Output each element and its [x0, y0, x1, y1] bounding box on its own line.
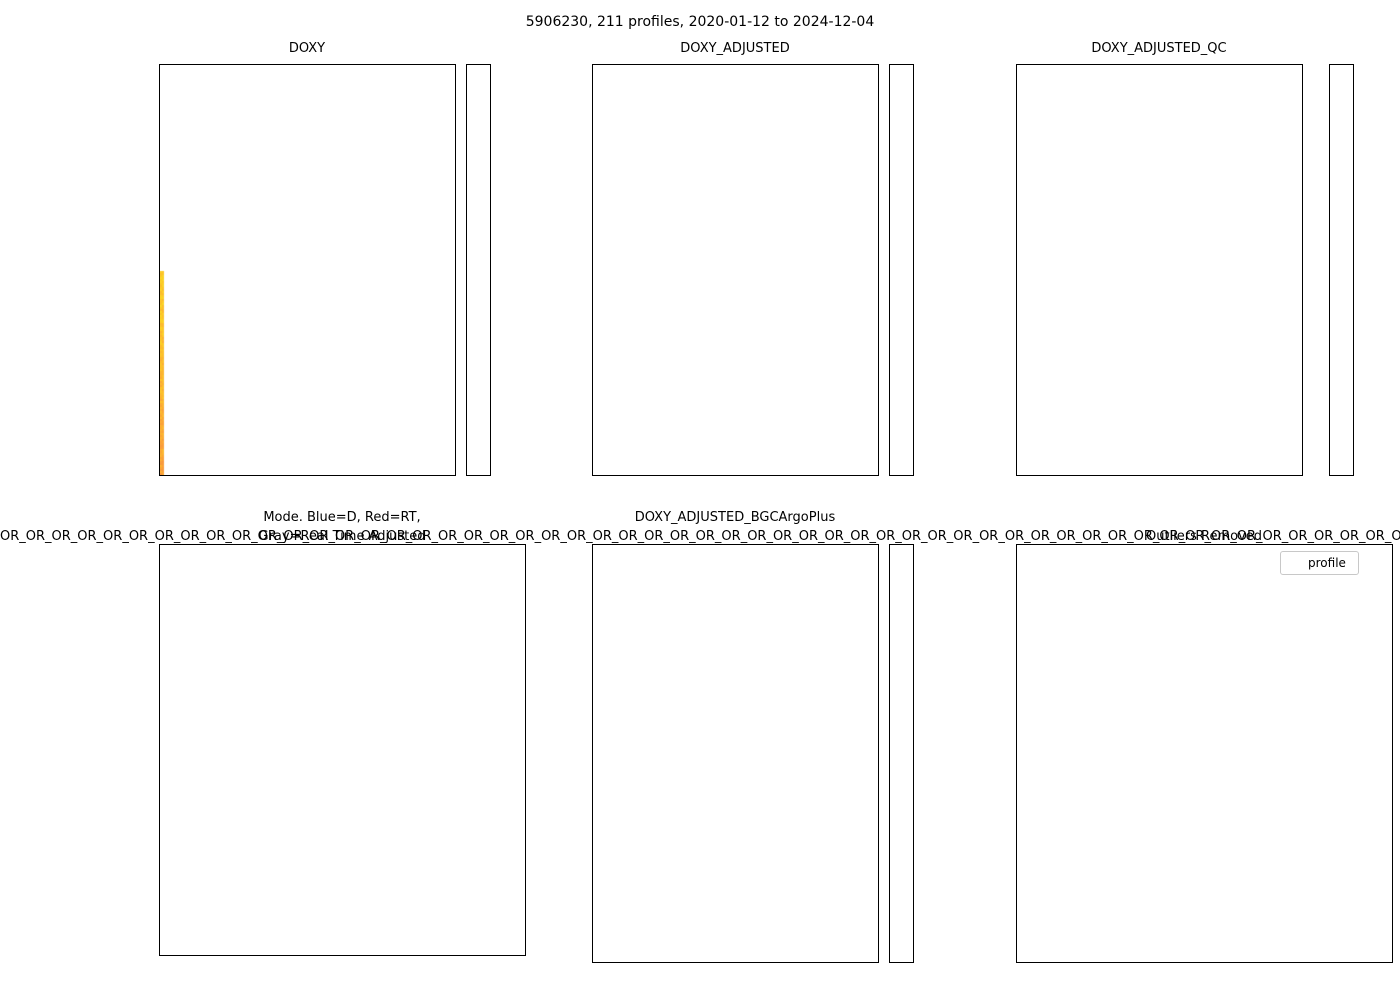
doxy-colorbar [466, 64, 491, 476]
profile-marker-icon [1293, 560, 1300, 567]
outliers-scatter [1016, 544, 1393, 963]
doxy-title: DOXY [288, 41, 326, 56]
qc-colorbar [1329, 64, 1354, 476]
mode-title-line1: Mode. Blue=D, Red=RT, [263, 510, 421, 525]
figure-title: 5906230, 211 profiles, 2020-01-12 to 202… [525, 14, 875, 30]
outliers-title: Outliers Removed [1145, 529, 1263, 544]
doxy-adjusted-qc-heatmap [1016, 64, 1303, 476]
bgc-title: DOXY_ADJUSTED_BGCArgoPlus [634, 510, 836, 525]
profile-legend: profile [1280, 551, 1359, 575]
profile-legend-label: profile [1308, 556, 1346, 570]
doxy-adjusted-title: DOXY_ADJUSTED [680, 41, 790, 56]
doxy-adjusted-colorbar [889, 64, 914, 476]
bgc-colorbar [889, 544, 914, 963]
mode-line-chart [159, 544, 526, 956]
bgc-heatmap [592, 544, 879, 963]
doxy-heatmap [159, 64, 456, 476]
doxy-adjusted-qc-title: DOXY_ADJUSTED_QC [1091, 41, 1227, 56]
mode-title-line2: Gray=Real Time Adjusted [258, 529, 426, 544]
doxy-adjusted-heatmap [592, 64, 879, 476]
or-string: OR_OR_OR_OR_OR_OR_OR_OR_OR_OR_OR_OR_OR_O… [0, 529, 1400, 544]
